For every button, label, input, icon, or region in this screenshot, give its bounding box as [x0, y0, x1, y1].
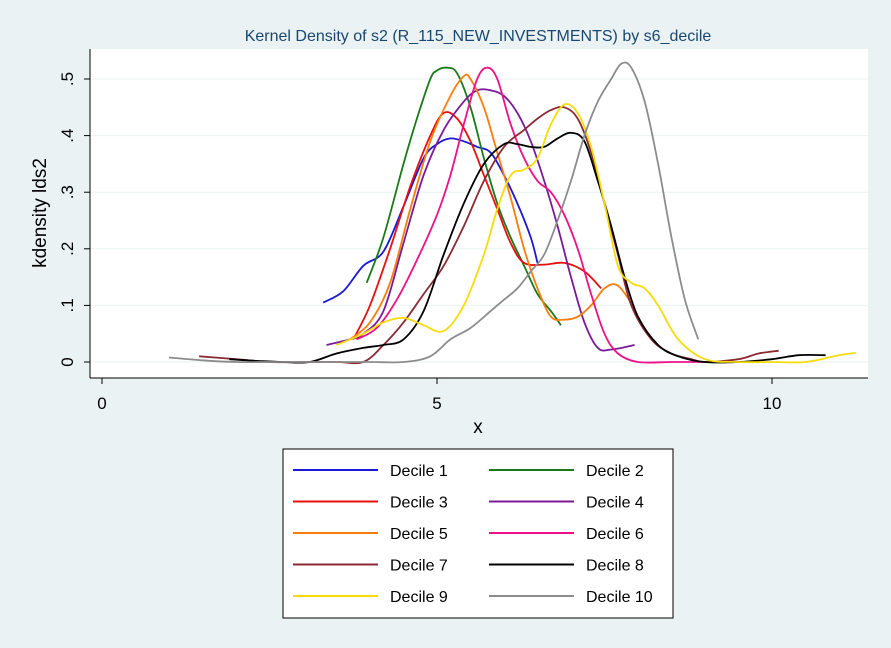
legend: Decile 1 Decile 2 Decile 3 Decile 4 Decile 5…	[282, 448, 674, 619]
series-line-decile-5	[349, 73, 636, 341]
y-tick-label: .3	[58, 185, 77, 199]
axes	[89, 49, 868, 379]
series-line-decile-4	[326, 88, 635, 352]
x-tick-label: 5	[432, 394, 441, 413]
y-tick-label: .4	[58, 129, 77, 143]
series-line-decile-3	[352, 111, 602, 340]
legend-label: Decile 2	[586, 463, 644, 480]
legend-label: Decile 7	[390, 558, 448, 575]
legend-label: Decile 3	[390, 495, 448, 512]
chart-title: Kernel Density of s2 (R_115_NEW_INVESTME…	[245, 28, 712, 45]
legend-label: Decile 4	[586, 495, 644, 512]
legend-label: Decile 10	[586, 589, 653, 606]
y-tick-label: .2	[58, 242, 77, 256]
series-lines	[168, 61, 856, 365]
y-tick-label: .1	[58, 298, 77, 312]
x-tick-label: 10	[763, 394, 782, 413]
plot-area	[90, 49, 868, 378]
legend-label: Decile 9	[390, 589, 448, 606]
legend-label: Decile 5	[390, 526, 448, 543]
series-line-decile-9	[336, 103, 856, 364]
series-line-decile-10	[168, 61, 700, 364]
legend-label: Decile 1	[390, 463, 448, 480]
x-tick-label: 0	[97, 394, 106, 413]
legend-entries: Decile 1 Decile 2 Decile 3 Decile 4 Decile 5…	[293, 463, 653, 606]
y-axis-title: kdensity lds2	[30, 158, 51, 268]
series-line-decile-2	[365, 66, 562, 326]
x-axis-title: x	[473, 417, 483, 438]
series-line-decile-6	[356, 66, 705, 364]
legend-label: Decile 8	[586, 558, 644, 575]
legend-label: Decile 6	[586, 526, 644, 543]
series-line-decile-8	[229, 131, 826, 364]
y-tick-label: 0	[58, 357, 77, 366]
series-line-decile-1	[322, 137, 539, 304]
y-tick-label: .5	[58, 72, 77, 86]
ticks: 0 .1 .2 .3 .4 .5 0 5 10	[58, 72, 781, 413]
